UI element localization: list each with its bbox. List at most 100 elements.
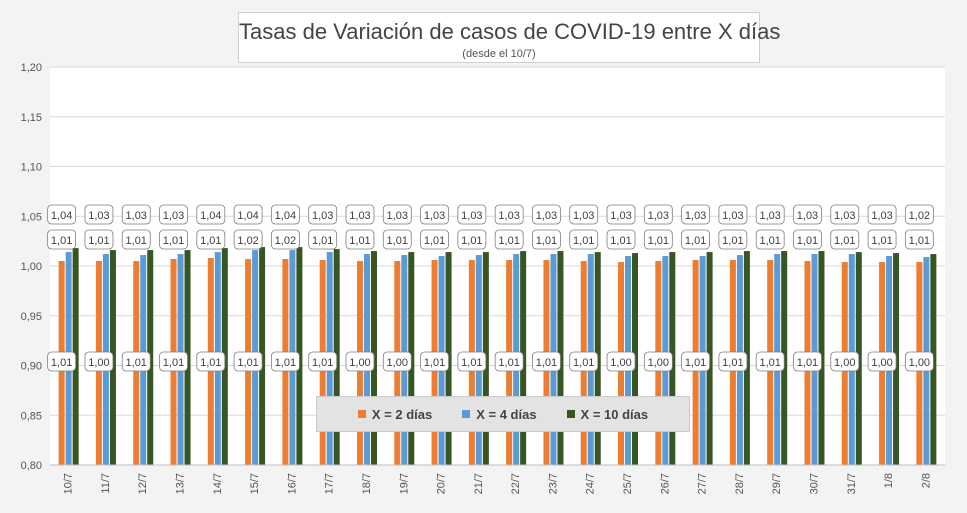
- data-label: 1,03: [569, 204, 599, 225]
- data-label: 1,00: [643, 351, 673, 372]
- y-tick-label: 1,15: [21, 112, 42, 124]
- data-label-box: [382, 204, 412, 225]
- data-label: 1,00: [606, 351, 636, 372]
- data-label-box: [420, 204, 449, 225]
- data-label-box: [196, 204, 226, 225]
- data-label: 1,00: [382, 351, 412, 372]
- data-label: 1,02: [270, 229, 300, 250]
- data-label-text: 1,01: [648, 235, 669, 247]
- data-label-box: [830, 229, 860, 250]
- data-label: 1,01: [457, 229, 487, 250]
- data-label-text: 1,01: [237, 357, 258, 369]
- data-label-box: [904, 351, 934, 372]
- x-tick-label: 10/7: [63, 473, 75, 494]
- data-label: 1,01: [755, 229, 785, 250]
- data-label-box: [606, 204, 636, 225]
- data-label-text: 1,01: [461, 235, 482, 247]
- data-label-box: [830, 351, 860, 372]
- data-label-text: 1,03: [498, 210, 519, 222]
- data-label-box: [494, 351, 524, 372]
- x-tick-label: 1/8: [883, 473, 895, 488]
- data-label-text: 1,00: [349, 357, 370, 369]
- y-tick-label: 0,90: [21, 361, 42, 373]
- data-label-box: [382, 229, 412, 250]
- data-label-text: 1,00: [88, 357, 109, 369]
- data-label-text: 1,01: [797, 235, 818, 247]
- data-label-text: 1,00: [648, 357, 669, 369]
- data-label-box: [569, 229, 599, 250]
- data-label-box: [196, 351, 226, 372]
- data-label: 1,01: [494, 351, 524, 372]
- data-label-text: 1,03: [424, 210, 445, 222]
- y-tick-label: 0,95: [21, 311, 42, 323]
- data-label: 1,00: [904, 351, 934, 372]
- data-label-box: [457, 351, 487, 372]
- data-label-text: 1,01: [126, 235, 147, 247]
- data-label-box: [382, 351, 412, 372]
- data-label-text: 1,01: [536, 357, 557, 369]
- data-label-text: 1,01: [163, 235, 184, 247]
- data-label-text: 1,04: [275, 210, 296, 222]
- x-tick-label: 31/7: [846, 473, 858, 494]
- x-tick-label: 20/7: [436, 473, 448, 494]
- x-tick-label: 11/7: [100, 473, 112, 494]
- data-label-box: [532, 351, 561, 372]
- data-label-box: [494, 229, 524, 250]
- data-label-text: 1,03: [312, 210, 333, 222]
- data-label-box: [718, 229, 748, 250]
- data-label: 1,02: [904, 204, 934, 225]
- data-label-box: [606, 229, 636, 250]
- data-label-box: [84, 351, 114, 372]
- x-tick-label: 22/7: [510, 473, 522, 494]
- data-label-box: [606, 351, 636, 372]
- data-label-box: [793, 351, 822, 372]
- x-tick-label: 23/7: [547, 473, 559, 494]
- data-label-box: [420, 229, 449, 250]
- data-label-box: [494, 204, 524, 225]
- data-label-box: [159, 351, 188, 372]
- legend-swatch-x4: [462, 410, 471, 418]
- data-label: 1,01: [606, 229, 636, 250]
- data-label-text: 1,01: [536, 235, 557, 247]
- data-label-text: 1,01: [51, 357, 72, 369]
- data-label-box: [793, 204, 822, 225]
- x-tick-label: 24/7: [585, 473, 597, 494]
- data-label-box: [270, 204, 300, 225]
- data-label-text: 1,01: [424, 235, 445, 247]
- data-label: 1,01: [569, 229, 599, 250]
- data-label: 1,01: [718, 229, 748, 250]
- data-label: 1,01: [755, 351, 785, 372]
- data-label: 1,03: [643, 204, 673, 225]
- data-label: 1,01: [681, 229, 711, 250]
- data-label-text: 1,00: [834, 357, 855, 369]
- data-label-box: [345, 229, 375, 250]
- x-tick-label: 30/7: [808, 473, 820, 494]
- data-label-box: [569, 351, 599, 372]
- data-label-box: [420, 351, 449, 372]
- data-label: 1,01: [159, 229, 188, 250]
- x-tick-label: 26/7: [659, 473, 671, 494]
- data-label: 1,02: [233, 229, 263, 250]
- data-label: 1,03: [457, 204, 487, 225]
- data-label-text: 1,03: [163, 210, 184, 222]
- x-tick-label: 25/7: [622, 473, 634, 494]
- data-label-text: 1,03: [461, 210, 482, 222]
- data-label: 1,03: [345, 204, 375, 225]
- data-label-box: [121, 229, 151, 250]
- legend-item-x4: X = 4 días: [462, 407, 537, 422]
- data-label-text: 1,01: [200, 357, 221, 369]
- data-label-text: 1,01: [275, 357, 296, 369]
- data-label-box: [867, 351, 897, 372]
- data-label-text: 1,01: [498, 235, 519, 247]
- data-label-text: 1,03: [759, 210, 780, 222]
- x-tick-label: 13/7: [175, 473, 187, 494]
- data-label: 1,01: [681, 351, 711, 372]
- data-label-text: 1,03: [573, 210, 594, 222]
- data-label: 1,01: [270, 351, 300, 372]
- data-label-box: [569, 204, 599, 225]
- data-label-text: 1,01: [51, 235, 72, 247]
- data-label-text: 1,01: [797, 357, 818, 369]
- data-label: 1,01: [159, 351, 188, 372]
- y-tick-label: 0,80: [21, 460, 42, 472]
- data-label-text: 1,03: [648, 210, 669, 222]
